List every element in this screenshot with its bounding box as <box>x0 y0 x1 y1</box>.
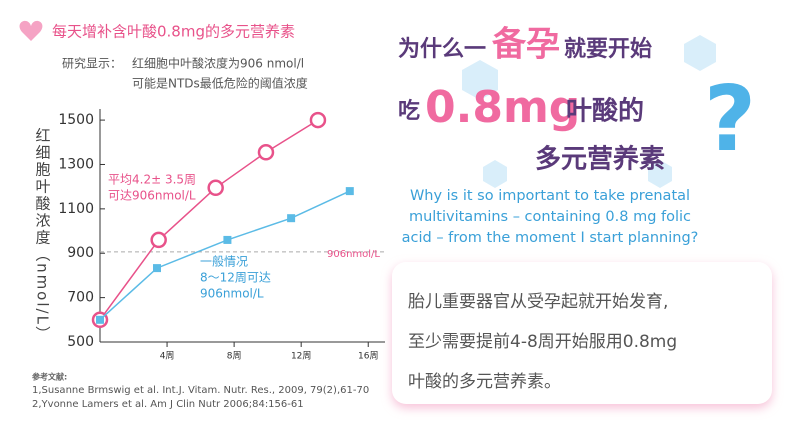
heart-icon <box>19 20 43 41</box>
point <box>207 179 224 197</box>
y-tick-label: 500 <box>67 334 94 350</box>
english-line: acid – from the moment I start planning? <box>402 230 699 246</box>
y-axis-label: 红细胞叶酸浓度（nmol/L） <box>34 127 52 343</box>
header-line: 红细胞中叶酸浓度为906 nmol/l <box>132 56 304 71</box>
point <box>150 231 167 249</box>
box-line: 叶酸的多元营养素。 <box>408 372 561 392</box>
headline-emphasis: 备孕 <box>492 25 560 65</box>
point <box>287 214 296 223</box>
english-line: multivitamins – containing 0.8 mg folic <box>409 209 691 225</box>
header-line: 可能是NTDs最低危险的阈值浓度 <box>132 76 308 91</box>
question-mark: ? <box>704 67 756 172</box>
headline: 叶酸的 <box>566 96 644 127</box>
headline-emphasis: 0.8mg <box>425 82 580 133</box>
annotation: 可达906nmol/L <box>108 189 196 203</box>
annotation: 8～12周可达 <box>200 271 271 285</box>
x-tick-label: 12周 <box>291 351 311 362</box>
reference-label: 906nmol/L <box>327 249 380 260</box>
annotation: 一般情况 <box>200 254 248 269</box>
point <box>223 235 232 244</box>
y-tick-label: 1300 <box>58 156 94 172</box>
x-tick-label: 16周 <box>358 351 378 362</box>
box-line: 胎儿重要器官从受孕起就开始发育, <box>408 292 668 312</box>
y-tick-label: 700 <box>67 290 94 306</box>
reference: 2,Yvonne Lamers et al. Am J Clin Nutr 20… <box>32 399 304 410</box>
y-tick-label: 900 <box>67 245 94 261</box>
x-tick-label: 4周 <box>160 351 175 362</box>
headline: 就要开始 <box>564 36 652 62</box>
references-title: 参考文献: <box>31 372 67 382</box>
point <box>345 187 354 196</box>
header-title: 每天增补含叶酸0.8mg的多元营养素 <box>52 23 295 41</box>
point <box>96 315 104 324</box>
point <box>153 264 161 273</box>
annotation: 906nmol/L <box>200 287 264 301</box>
headline: 多元营养素 <box>535 144 665 175</box>
y-tick-label: 1500 <box>58 112 94 128</box>
header-lead: 研究显示： <box>62 56 122 71</box>
reference: 1,Susanne Brmswig et al. Int.J. Vitam. N… <box>32 385 369 396</box>
text-box <box>392 262 772 404</box>
x-tick-label: 8周 <box>227 351 242 362</box>
annotation: 平均4.2± 3.5周 <box>108 173 196 187</box>
y-tick-label: 1100 <box>58 201 94 217</box>
english-line: Why is it so important to take prenatal <box>410 188 690 204</box>
headline: 为什么一 <box>398 37 486 62</box>
headline: 吃 <box>398 98 420 124</box>
point <box>309 111 327 129</box>
box-line: 至少需要提前4-8周开始服用0.8mg <box>408 332 677 352</box>
decor <box>462 35 716 188</box>
point <box>257 144 275 161</box>
